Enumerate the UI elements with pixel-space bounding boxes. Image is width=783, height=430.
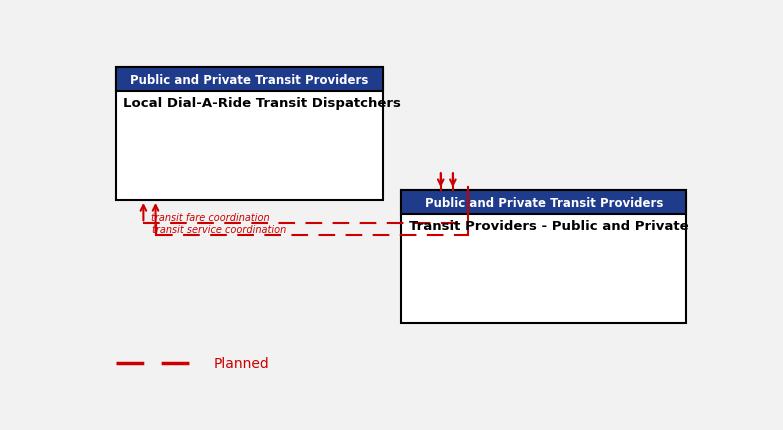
- Text: Planned: Planned: [213, 356, 269, 370]
- Text: Public and Private Transit Providers: Public and Private Transit Providers: [424, 196, 663, 209]
- Text: transit fare coordination: transit fare coordination: [150, 212, 269, 222]
- Text: Public and Private Transit Providers: Public and Private Transit Providers: [131, 74, 369, 86]
- Bar: [116, 68, 383, 92]
- Bar: [402, 190, 687, 215]
- Bar: [116, 68, 383, 200]
- Bar: [402, 190, 687, 215]
- Text: Local Dial-A-Ride Transit Dispatchers: Local Dial-A-Ride Transit Dispatchers: [124, 97, 401, 110]
- Bar: [116, 68, 383, 92]
- Text: Transit Providers - Public and Private: Transit Providers - Public and Private: [409, 219, 688, 233]
- Text: transit service coordination: transit service coordination: [153, 224, 287, 234]
- Bar: [402, 190, 687, 323]
